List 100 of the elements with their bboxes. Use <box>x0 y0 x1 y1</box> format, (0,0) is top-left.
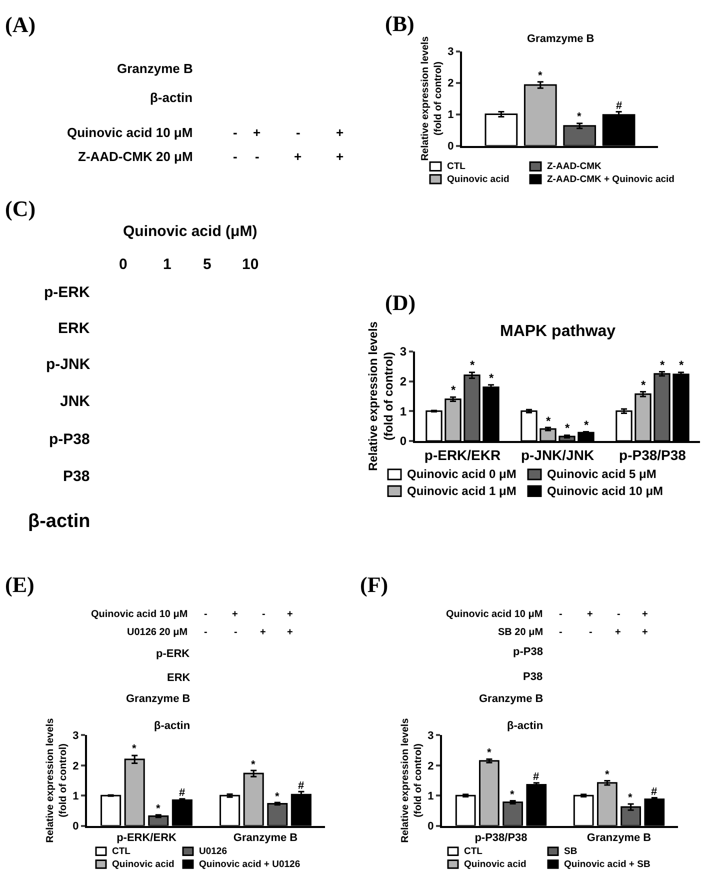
text: Granzyme B <box>117 61 193 76</box>
chart-title: MAPK pathway <box>500 323 616 340</box>
text: β-actin <box>154 720 190 732</box>
text: 1 <box>163 256 172 273</box>
x-tick-label: p-ERK/ERK <box>116 832 176 844</box>
text: Granzyme B <box>479 693 544 705</box>
legend-label: U0126 <box>199 846 227 857</box>
data-label: * <box>577 111 582 123</box>
y-tick-label: 3 <box>400 344 407 359</box>
x-tick-label: p-P38/P38 <box>619 446 686 463</box>
data-label: # <box>616 100 622 112</box>
text: + <box>615 627 621 638</box>
text: Quinovic acid 10 μM <box>91 609 188 620</box>
text: + <box>287 609 293 620</box>
text: + <box>253 125 261 140</box>
text: ERK <box>58 320 90 337</box>
text: P38 <box>63 468 90 485</box>
data-label: * <box>538 70 543 82</box>
text: β-actin <box>507 720 544 732</box>
data-label: # <box>651 786 658 798</box>
legend-label: Quinovic acid + SB <box>564 859 650 870</box>
text: Quinovic acid (μM) <box>123 223 258 240</box>
y-tick-label: 1 <box>428 790 434 802</box>
text: + <box>260 627 266 638</box>
text: - <box>559 609 562 620</box>
chart-title: Gramzyme B <box>527 33 594 45</box>
data-label: * <box>605 769 610 781</box>
legend-label: Quinovic acid 5 μM <box>547 467 656 481</box>
legend-label: Z-AAD-CMK <box>547 161 602 172</box>
y-tick-label: 1 <box>72 790 79 802</box>
y-tick-label: 3 <box>428 730 434 742</box>
text: (C) <box>5 196 36 221</box>
legend-label: SB <box>564 846 578 857</box>
data-label: * <box>275 791 280 803</box>
text: Quinovic acid 10 μM <box>446 609 543 620</box>
data-label: # <box>298 780 304 792</box>
legend-label: Quinovic acid 10 μM <box>547 484 664 498</box>
text: p-ERK <box>156 648 190 660</box>
text: + <box>587 609 593 620</box>
text: ERK <box>167 672 190 684</box>
text: U0126 20 μM <box>127 627 188 638</box>
data-label: * <box>546 414 551 428</box>
data-label: * <box>510 789 515 801</box>
text: (B) <box>385 11 414 36</box>
y-tick-label: 0 <box>448 140 454 153</box>
text: + <box>232 609 238 620</box>
text: - <box>262 609 266 620</box>
y-axis-title: Relative expression levels (fold of control) <box>400 718 424 843</box>
text: - <box>255 149 260 164</box>
legend-label: Quinovic acid 0 μM <box>407 467 516 481</box>
text: P38 <box>523 671 543 683</box>
text: Granzyme B <box>126 693 190 705</box>
text: + <box>336 149 344 164</box>
y-tick-label: 0 <box>428 820 434 833</box>
text: β-actin <box>150 90 193 105</box>
legend-label: Quinovic acid <box>447 174 510 185</box>
text: (D) <box>385 290 416 315</box>
data-label: * <box>156 803 161 815</box>
text: (A) <box>5 12 36 37</box>
data-label: * <box>132 743 137 755</box>
data-label: * <box>470 358 475 372</box>
legend-label: Quinovic acid + U0126 <box>199 859 300 870</box>
text: (F) <box>360 572 388 597</box>
text: p-JNK <box>46 356 90 373</box>
y-tick-label: 1 <box>448 109 454 122</box>
data-label: * <box>489 371 494 385</box>
data-label: * <box>565 421 570 435</box>
data-label: * <box>584 418 589 432</box>
text: β-actin <box>28 511 90 532</box>
text: - <box>559 627 562 638</box>
text: p-P38 <box>513 646 543 658</box>
y-tick-label: 2 <box>72 760 79 772</box>
legend-label: Quinovic acid <box>112 859 174 870</box>
text: - <box>296 125 300 140</box>
text: + <box>294 149 302 164</box>
legend-label: Z-AAD-CMK + Quinovic acid <box>547 174 675 185</box>
legend-label: Quinovic acid <box>464 859 526 870</box>
text: (E) <box>5 572 34 597</box>
text: SB 20 μM <box>498 627 544 638</box>
text: - <box>233 125 238 140</box>
x-tick-label: p-JNK/JNK <box>520 446 594 463</box>
data-label: * <box>628 792 633 804</box>
data-label: # <box>533 771 540 783</box>
text: + <box>287 627 293 638</box>
y-axis-title: Relative expression levels (fold of control) <box>420 36 444 161</box>
text: - <box>589 627 592 638</box>
legend-label: CTL <box>447 161 466 172</box>
text: Quinovic acid 10 μM <box>67 125 193 140</box>
text: 5 <box>203 256 212 273</box>
x-tick-label: p-P38/P38 <box>474 832 528 844</box>
legend-label: CTL <box>112 846 131 857</box>
data-label: # <box>179 787 186 799</box>
y-tick-label: 0 <box>72 820 79 833</box>
y-axis-title: Relative expression levels (fold of control) <box>366 321 396 471</box>
text: 10 <box>242 256 259 273</box>
y-axis-title: Relative expression levels (fold of control) <box>45 718 70 843</box>
text: - <box>204 627 208 638</box>
legend-label: CTL <box>464 846 483 857</box>
text: - <box>617 609 620 620</box>
data-label: * <box>679 358 684 372</box>
